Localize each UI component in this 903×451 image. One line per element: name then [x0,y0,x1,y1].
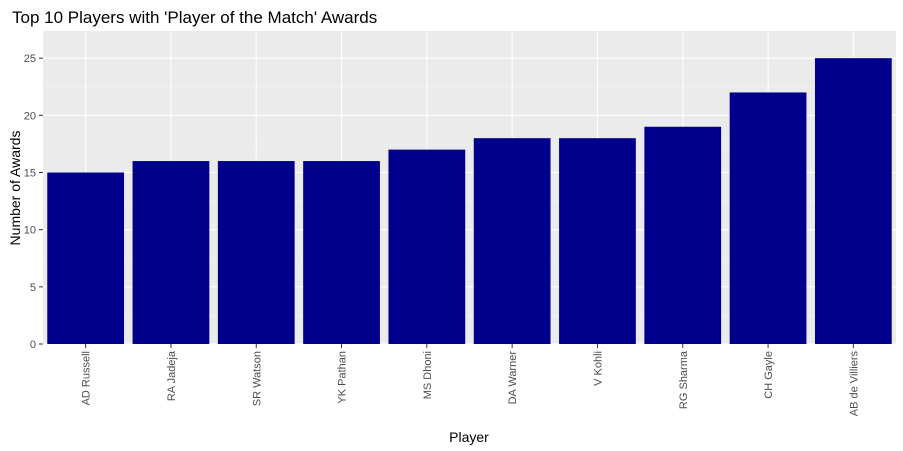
y-axis: 0 5 10 15 20 25 [24,53,43,351]
y-tick-label: 25 [24,53,36,65]
y-tick-label: 15 [24,167,36,179]
y-tick-label: 5 [30,282,36,294]
bar [473,138,551,344]
bar [644,126,722,344]
x-tick-label: CH Gayle [763,351,775,399]
bar [559,138,636,344]
x-axis-title: Player [449,429,489,445]
bar [303,161,380,344]
x-axis: AD Russell RA Jadeja SR Watson YK Pathan MS … [81,344,860,417]
y-tick-label: 20 [24,110,36,122]
bar [132,161,210,344]
x-tick-label: MS Dhoni [422,351,434,399]
x-tick-label: YK Pathan [337,351,349,404]
y-tick-label: 10 [24,225,36,237]
x-tick-label: AD Russell [81,351,93,405]
chart-title: Top 10 Players with 'Player of the Match… [12,8,377,27]
y-tick-label: 0 [30,339,36,351]
bar [217,161,295,344]
y-axis-title: Number of Awards [7,131,23,246]
x-tick-label: RA Jadeja [166,350,178,401]
x-tick-label: V Kohli [592,351,604,386]
x-tick-label: DA Warner [507,351,519,405]
bar [388,149,466,344]
x-tick-label: RG Sharma [678,350,690,409]
bar [814,58,892,345]
x-tick-label: AB de Villiers [848,351,860,417]
bar-series [47,58,892,345]
x-tick-label: SR Watson [251,351,263,406]
bar [729,92,807,345]
bar [47,172,125,344]
